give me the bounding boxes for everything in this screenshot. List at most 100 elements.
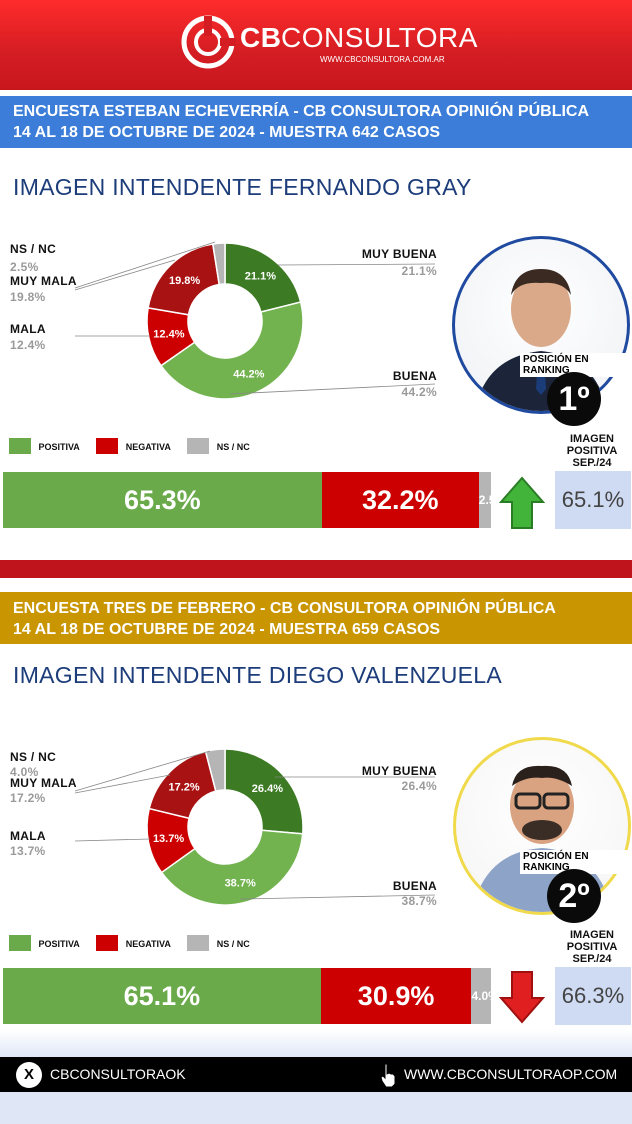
section-separator <box>0 560 632 578</box>
bar-segment-negativa-1: 32.2% <box>321 472 479 528</box>
donut-slice-muy-buena-2 <box>224 748 304 835</box>
legend-swatch-positiva-2 <box>9 934 31 951</box>
brand-prefix: CB <box>240 22 282 53</box>
donut-label-muy-mala-1: 19.8% <box>169 275 200 287</box>
label-muy-buena-2: MUY BUENA <box>361 764 437 778</box>
pointer-hand-icon <box>380 1063 396 1088</box>
survey-band-1-line1: ENCUESTA ESTEBAN ECHEVERRÍA - CB CONSULT… <box>13 103 590 120</box>
legend-swatch-nsnc-1 <box>187 437 210 454</box>
label-nsnc-1: NS / NC <box>10 242 57 256</box>
brand-name: CONSULTORA <box>281 22 478 53</box>
survey-band-2-line1: ENCUESTA TRES DE FEBRERO - CB CONSULTORA… <box>13 600 556 617</box>
legend-swatch-negativa-1 <box>96 437 119 454</box>
prev-label-line2-2: POSITIVA <box>566 941 618 953</box>
footer-handle[interactable]: CBCONSULTORAOK <box>50 1066 186 1082</box>
label-nsnc-2: NS / NC <box>10 750 57 764</box>
donut-label-buena-1: 44.2% <box>233 368 264 380</box>
prev-label-line1-2: IMAGEN <box>570 929 614 941</box>
prev-label-line3-2: SEP./24 <box>572 953 612 965</box>
pct-mala-1: 12.4% <box>10 338 46 352</box>
bar-segment-positiva-2: 65.1% <box>3 968 321 1024</box>
donut-chart-1: 21.1% 44.2% 12.4% 19.8% <box>146 242 304 400</box>
donut-label-mala-2: 13.7% <box>153 833 184 845</box>
donut-chart-2: 26.4% 38.7% 13.7% 17.2% <box>146 748 304 906</box>
stacked-bar-1: 65.3% 32.2% 2.5% <box>3 472 491 528</box>
candidate-photo-1 <box>452 236 630 414</box>
pct-muy-buena-2: 26.4% <box>401 779 437 793</box>
brand-logo: CB CONSULTORA WWW.CBCONSULTORA.COM.AR <box>180 14 477 74</box>
survey-band-2-line2: 14 AL 18 DE OCTUBRE DE 2024 - MUESTRA 65… <box>13 621 441 638</box>
survey-band-1-line2: 14 AL 18 DE OCTUBRE DE 2024 - MUESTRA 64… <box>13 124 441 141</box>
bar-segment-negativa-2: 30.9% <box>320 968 472 1024</box>
header-banner: CB CONSULTORA WWW.CBCONSULTORA.COM.AR <box>0 0 632 90</box>
pct-mala-2: 13.7% <box>10 844 46 858</box>
legend-positiva-1: POSITIVA <box>38 442 80 452</box>
pct-nsnc-2: 4.0% <box>10 765 39 779</box>
arrow-down-icon <box>499 971 545 1024</box>
prev-positive-value-1: 65.1% <box>555 471 631 529</box>
section-1-title: IMAGEN INTENDENTE FERNANDO GRAY <box>13 174 472 200</box>
donut-label-muy-mala-2: 17.2% <box>168 782 199 794</box>
bar-segment-nsnc-2: 4.0% <box>471 968 491 1024</box>
label-muy-buena-1: MUY BUENA <box>361 247 437 261</box>
pct-muy-mala-1: 19.8% <box>10 290 46 304</box>
label-mala-1: MALA <box>10 322 46 336</box>
legend-negativa-2: NEGATIVA <box>125 939 171 949</box>
person-silhouette-icon <box>475 269 607 411</box>
rank-badge-1: 1º <box>547 372 601 426</box>
cb-logo-icon <box>181 15 236 69</box>
label-buena-2: BUENA <box>392 879 437 893</box>
donut-slice-muy-buena-1 <box>224 242 302 313</box>
leader-lines-2 <box>74 750 436 900</box>
bar-segment-positiva-1: 65.3% <box>3 472 322 528</box>
pct-buena-2: 38.7% <box>401 894 437 908</box>
label-muy-mala-1: MUY MALA <box>10 274 77 288</box>
label-muy-mala-2: MUY MALA <box>10 776 77 790</box>
pct-muy-mala-2: 17.2% <box>10 791 46 805</box>
legend-positiva-2: POSITIVA <box>38 939 80 949</box>
candidate-photo-2 <box>453 737 631 915</box>
legend-nsnc-2: NS / NC <box>216 939 250 949</box>
legend-2: POSITIVA NEGATIVA NS / NC <box>9 934 250 952</box>
leader-lines-1 <box>74 241 436 395</box>
rank-badge-2: 2º <box>547 869 601 923</box>
donut-slice-buena-1 <box>159 301 304 400</box>
legend-swatch-negativa-2 <box>96 934 119 951</box>
x-social-icon[interactable]: X <box>16 1062 42 1088</box>
pct-muy-buena-1: 21.1% <box>401 264 437 278</box>
donut-label-muy-buena-1: 21.1% <box>245 271 276 283</box>
donut-label-mala-1: 12.4% <box>153 329 184 341</box>
legend-swatch-positiva-1 <box>9 437 31 454</box>
legend-nsnc-1: NS / NC <box>216 442 250 452</box>
footer-fade <box>0 1030 632 1057</box>
header-website: WWW.CBCONSULTORA.COM.AR <box>320 55 445 64</box>
prev-label-line2-1: POSITIVA <box>566 445 618 457</box>
prev-label-line1-1: IMAGEN <box>570 433 614 445</box>
footer-bottom <box>0 1092 632 1124</box>
legend-negativa-1: NEGATIVA <box>125 442 171 452</box>
section-2-title: IMAGEN INTENDENTE DIEGO VALENZUELA <box>13 662 503 688</box>
bar-segment-nsnc-1: 2.5% <box>478 472 491 528</box>
donut-label-muy-buena-2: 26.4% <box>252 783 283 795</box>
prev-positive-value-2: 66.3% <box>555 967 631 1025</box>
donut-slice-buena-2 <box>160 829 304 906</box>
label-mala-2: MALA <box>10 829 46 843</box>
donut-slice-nsnc-2 <box>204 748 226 793</box>
person-silhouette-icon <box>472 765 612 912</box>
arrow-up-icon <box>499 476 545 529</box>
legend-1: POSITIVA NEGATIVA NS / NC <box>9 437 250 455</box>
prev-positive-label-1: IMAGEN POSITIVA SEP./24 <box>556 433 628 469</box>
donut-slice-nsnc-1 <box>211 242 226 286</box>
stacked-bar-2: 65.1% 30.9% 4.0% <box>3 968 491 1024</box>
donut-label-buena-2: 38.7% <box>225 877 256 889</box>
label-buena-1: BUENA <box>392 369 437 383</box>
footer-bar: X CBCONSULTORAOK WWW.CBCONSULTORAOP.COM <box>0 1057 632 1092</box>
legend-swatch-nsnc-2 <box>187 934 210 951</box>
survey-band-2: ENCUESTA TRES DE FEBRERO - CB CONSULTORA… <box>0 592 632 644</box>
pct-buena-1: 44.2% <box>401 385 437 399</box>
survey-band-1: ENCUESTA ESTEBAN ECHEVERRÍA - CB CONSULT… <box>0 96 632 148</box>
footer-website[interactable]: WWW.CBCONSULTORAOP.COM <box>404 1066 618 1082</box>
prev-positive-label-2: IMAGEN POSITIVA SEP./24 <box>556 929 628 965</box>
prev-label-line3-1: SEP./24 <box>572 457 612 469</box>
pct-nsnc-1: 2.5% <box>10 260 39 274</box>
